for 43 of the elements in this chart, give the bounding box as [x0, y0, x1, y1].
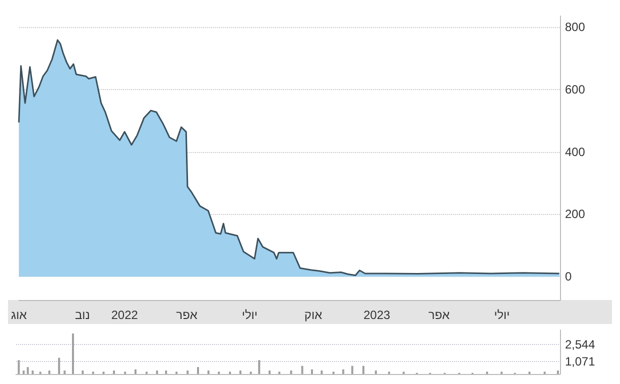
bar [26, 367, 29, 374]
bar [22, 370, 25, 374]
bar [320, 370, 323, 374]
bar [374, 370, 377, 374]
y-tick-label: 0 [565, 270, 572, 284]
bar [207, 370, 210, 374]
bar [48, 370, 50, 374]
y-tick-label: 400 [565, 144, 586, 159]
y-tick-label: 800 [565, 20, 586, 34]
x-tick-label: אפר [176, 308, 198, 322]
bar [186, 370, 189, 374]
y-tick-label: 1,071 [565, 354, 596, 369]
bar [72, 333, 74, 374]
bar [556, 370, 559, 374]
x-tick-label: אפר [428, 308, 450, 322]
bar [351, 366, 354, 374]
bar [134, 369, 136, 374]
bar [258, 360, 260, 374]
bar [58, 358, 60, 374]
bar [18, 360, 20, 374]
bar [112, 370, 115, 374]
x-tick-label: יולי [494, 308, 510, 322]
x-tick-label: 2023 [364, 308, 391, 322]
bar [165, 370, 168, 374]
bar [290, 370, 292, 374]
bar [197, 367, 200, 374]
bar [268, 370, 271, 374]
x-tick-label: נוב [74, 308, 90, 322]
y-tick-label: 600 [565, 82, 586, 96]
y-tick-label: 200 [565, 207, 586, 222]
bar [64, 370, 66, 374]
x-tick-label: אוק [304, 308, 323, 322]
bar [82, 370, 84, 374]
bar [156, 370, 158, 374]
bar [342, 369, 344, 374]
x-tick-label: אוג [10, 308, 28, 322]
y-tick-label: 2,544 [565, 338, 596, 352]
bar [301, 366, 304, 374]
bar [239, 370, 242, 374]
bar [362, 366, 364, 374]
x-tick-label: יולי [242, 308, 258, 322]
bar [310, 369, 313, 374]
x-tick-label: 2022 [111, 308, 138, 322]
